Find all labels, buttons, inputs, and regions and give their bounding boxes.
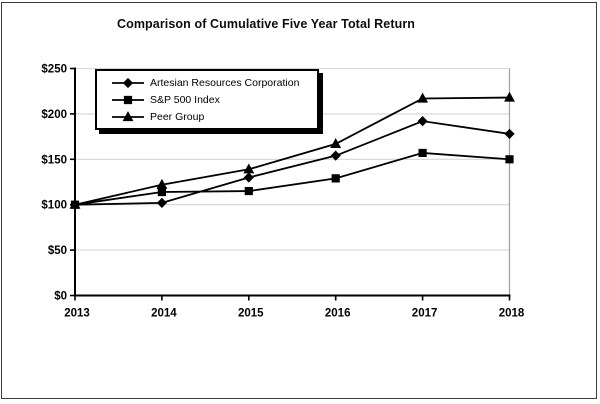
y-tick-label: $100 <box>41 200 67 212</box>
data-point-2014 <box>157 187 166 197</box>
data-point-2014 <box>156 178 168 189</box>
y-tick-label: $200 <box>41 109 67 121</box>
y-tick-label: $50 <box>48 245 67 257</box>
series-s-p-500-index <box>70 148 514 209</box>
line-triangle-marker-icon <box>112 110 144 121</box>
data-point-2017 <box>417 116 428 127</box>
legend-item-artesian: Artesian Resources Corporation <box>111 77 313 89</box>
data-point-2016 <box>330 138 342 148</box>
line-square-marker-icon <box>112 95 144 104</box>
series-line <box>74 96 510 206</box>
data-point-2016 <box>331 174 340 183</box>
data-point-2016 <box>330 150 341 161</box>
data-point-2014 <box>156 197 168 208</box>
data-point-2015 <box>243 163 255 174</box>
y-tick-label: $0 <box>54 291 67 303</box>
y-tick-label: $250 <box>41 64 67 76</box>
series-line <box>74 120 510 206</box>
data-point-2017 <box>418 148 427 158</box>
square-icon <box>123 95 133 104</box>
chart-title: Comparison of Cumulative Five Year Total… <box>116 17 416 31</box>
y-tick-label: $150 <box>41 154 67 166</box>
x-tick-label: 2017 <box>412 308 438 320</box>
legend: Artesian Resources Corporation S&P 500 I… <box>95 69 319 130</box>
data-point-2017 <box>417 92 429 103</box>
x-tick-label: 2013 <box>64 308 90 320</box>
data-point-2015 <box>244 186 253 196</box>
diamond-icon <box>122 77 134 88</box>
data-point-2018 <box>505 155 514 164</box>
legend-label: S&P 500 Index <box>150 93 220 106</box>
series-line <box>74 152 510 206</box>
series-peer-group <box>69 91 515 209</box>
data-point-2018 <box>504 91 515 102</box>
data-point-2013 <box>69 198 81 209</box>
x-tick-label: 2016 <box>325 308 351 320</box>
triangle-icon <box>122 110 134 121</box>
legend-label: Artesian Resources Corporation <box>150 76 300 89</box>
line-diamond-marker-icon <box>112 77 144 88</box>
legend-label: Peer Group <box>150 110 205 123</box>
legend-item-peer-group: Peer Group <box>111 111 313 123</box>
data-point-2015 <box>243 172 254 183</box>
data-point-2018 <box>504 128 515 139</box>
x-tick-label: 2015 <box>238 308 264 320</box>
legend-item-sp500: S&P 500 Index <box>111 94 313 106</box>
x-tick-label: 2014 <box>151 308 177 320</box>
x-tick-label: 2018 <box>499 308 525 320</box>
